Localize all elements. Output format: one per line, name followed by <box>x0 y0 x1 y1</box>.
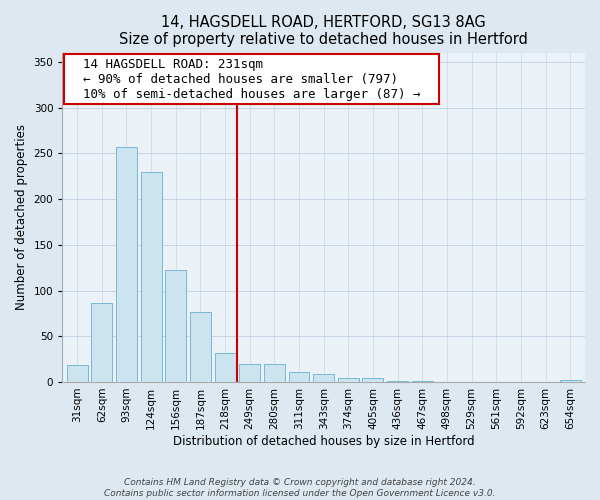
Bar <box>215 352 236 382</box>
Bar <box>338 378 359 382</box>
Bar <box>289 372 310 382</box>
Bar <box>560 380 581 382</box>
Bar <box>264 364 285 382</box>
Title: 14, HAGSDELL ROAD, HERTFORD, SG13 8AG
Size of property relative to detached hous: 14, HAGSDELL ROAD, HERTFORD, SG13 8AG Si… <box>119 15 528 48</box>
Text: 14 HAGSDELL ROAD: 231sqm
  ← 90% of detached houses are smaller (797)
  10% of s: 14 HAGSDELL ROAD: 231sqm ← 90% of detach… <box>68 58 435 100</box>
Y-axis label: Number of detached properties: Number of detached properties <box>15 124 28 310</box>
Bar <box>362 378 383 382</box>
Bar <box>412 381 433 382</box>
Bar <box>190 312 211 382</box>
Text: Contains HM Land Registry data © Crown copyright and database right 2024.
Contai: Contains HM Land Registry data © Crown c… <box>104 478 496 498</box>
Bar <box>91 304 112 382</box>
Bar <box>387 381 408 382</box>
Bar <box>140 172 161 382</box>
Bar <box>313 374 334 382</box>
Bar <box>165 270 186 382</box>
Bar <box>239 364 260 382</box>
Bar <box>67 364 88 382</box>
Bar <box>116 147 137 382</box>
X-axis label: Distribution of detached houses by size in Hertford: Distribution of detached houses by size … <box>173 434 475 448</box>
